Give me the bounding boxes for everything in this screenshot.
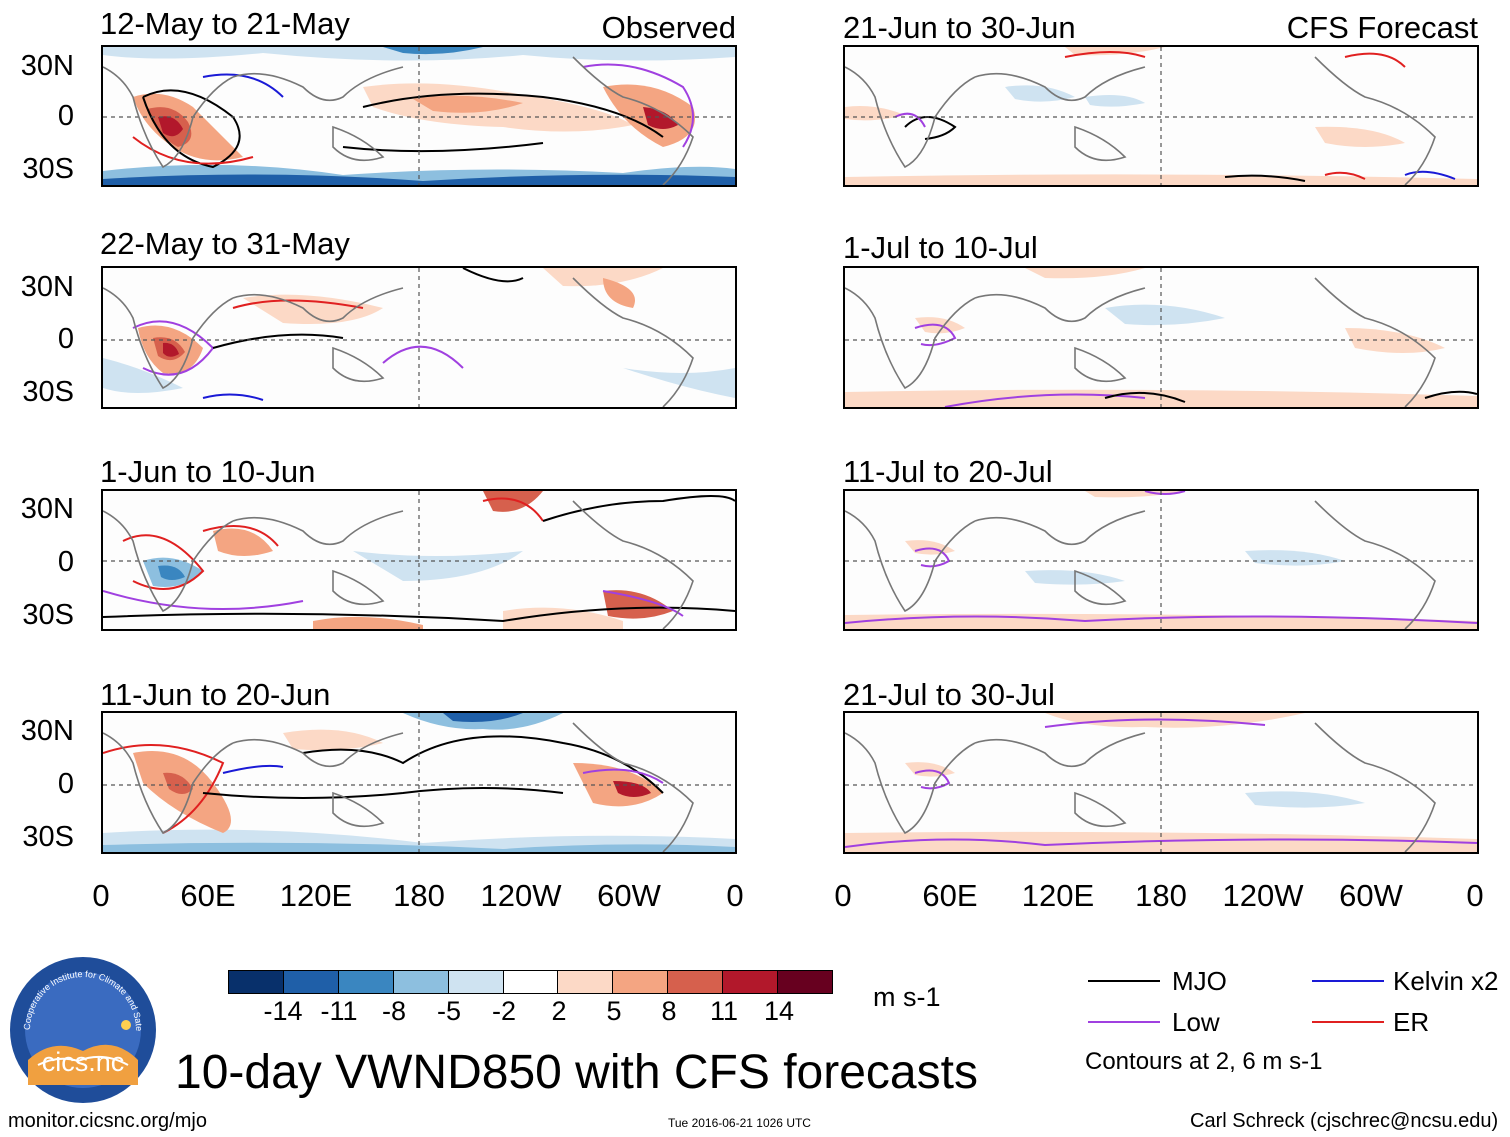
map-observed-1-graphic xyxy=(103,47,735,185)
lon-label: 0 xyxy=(726,878,744,913)
lon-label: 180 xyxy=(393,878,445,913)
colorbar-swatch xyxy=(558,971,614,993)
lon-label: 180 xyxy=(1135,878,1187,913)
logo-name: cics.nc xyxy=(42,1047,125,1077)
cics-nc-logo: Cooperative Institute for Climate and Sa… xyxy=(5,947,158,1105)
contour-note: Contours at 2, 6 m s-1 xyxy=(1085,1048,1323,1075)
map-observed-4 xyxy=(101,711,737,854)
cics-nc-logo-graphic: Cooperative Institute for Climate and Sa… xyxy=(5,947,156,1103)
map-forecast-2 xyxy=(843,266,1479,409)
colorbar-swatch xyxy=(778,971,832,993)
observed-column-label: Observed xyxy=(601,10,736,45)
map-observed-4-graphic xyxy=(103,713,735,852)
map-forecast-2-graphic xyxy=(845,268,1477,407)
panel-title-forecast-3: 11-Jul to 20-Jul xyxy=(843,454,1053,489)
colorbar-tick: 8 xyxy=(661,996,677,1026)
colorbar-units: m s-1 xyxy=(873,982,941,1012)
colorbar-swatch xyxy=(283,971,339,993)
lat-label-30s: 30S xyxy=(22,153,74,185)
lon-label: 60W xyxy=(1339,878,1403,913)
colorbar-swatch xyxy=(448,971,504,993)
lon-label: 0 xyxy=(92,878,110,913)
legend-line-kelvin xyxy=(1312,980,1384,982)
colorbar-swatch xyxy=(723,971,779,993)
colorbar-tick: -14 xyxy=(263,996,303,1026)
lat-label-30n: 30N xyxy=(20,271,74,303)
colorbar-swatch xyxy=(338,971,394,993)
lon-label: 120W xyxy=(480,878,562,913)
legend-line-er xyxy=(1312,1021,1384,1023)
lon-label: 120W xyxy=(1222,878,1304,913)
lon-label: 60W xyxy=(597,878,661,913)
colorbar-tick: -5 xyxy=(436,996,461,1026)
lat-label-30s: 30S xyxy=(22,376,74,408)
lat-label-eq: 0 xyxy=(57,100,74,132)
legend-label-er: ER xyxy=(1393,1007,1430,1037)
panel-title-forecast-4: 21-Jul to 30-Jul xyxy=(843,677,1055,712)
lon-label: 60E xyxy=(922,878,978,913)
forecast-column-label: CFS Forecast xyxy=(1286,10,1478,45)
map-forecast-3-graphic xyxy=(845,491,1477,629)
panel-title-observed-2: 22-May to 31-May xyxy=(100,226,350,261)
map-forecast-4-graphic xyxy=(845,713,1477,852)
map-forecast-3 xyxy=(843,489,1479,631)
map-observed-2 xyxy=(101,266,737,409)
colorbar-tick: 5 xyxy=(606,996,622,1026)
map-forecast-1-graphic xyxy=(845,47,1477,185)
map-observed-3-graphic xyxy=(103,491,735,629)
lon-label: 0 xyxy=(834,878,852,913)
lat-label-eq: 0 xyxy=(57,546,74,578)
colorbar-tick: 11 xyxy=(709,996,739,1026)
footer-timestamp: Tue 2016-06-21 1026 UTC xyxy=(668,1116,811,1130)
legend-label-kelvin: Kelvin x2 xyxy=(1393,966,1499,996)
lat-label-30n: 30N xyxy=(20,493,74,525)
colorbar-swatch xyxy=(668,971,724,993)
colorbar-tick: -11 xyxy=(320,996,358,1026)
panel-title-observed-3: 1-Jun to 10-Jun xyxy=(100,454,316,489)
lon-label: 120E xyxy=(279,878,353,913)
lon-label: 60E xyxy=(180,878,236,913)
footer-author: Carl Schreck (cjschrec@ncsu.edu) xyxy=(1190,1110,1499,1132)
colorbar-swatch xyxy=(393,971,449,993)
panel-title-observed-1: 12-May to 21-May xyxy=(100,6,350,41)
colorbar-swatch xyxy=(229,971,284,993)
lat-label-30s: 30S xyxy=(22,599,74,631)
map-forecast-4 xyxy=(843,711,1479,854)
panel-title-forecast-2: 1-Jul to 10-Jul xyxy=(843,230,1038,265)
panel-title-observed-4: 11-Jun to 20-Jun xyxy=(100,677,331,712)
lon-label: 0 xyxy=(1466,878,1484,913)
lat-label-30s: 30S xyxy=(22,821,74,853)
colorbar-tick: -2 xyxy=(491,996,516,1026)
legend-line-mjo xyxy=(1088,980,1160,982)
map-forecast-1 xyxy=(843,45,1479,187)
lon-label: 120E xyxy=(1021,878,1095,913)
lat-label-eq: 0 xyxy=(57,768,74,800)
colorbar-swatch xyxy=(503,971,559,993)
map-observed-3 xyxy=(101,489,737,631)
legend-label-mjo: MJO xyxy=(1172,966,1227,996)
colorbar-tick: -8 xyxy=(381,996,406,1026)
footer-url[interactable]: monitor.cicsnc.org/mjo xyxy=(8,1110,207,1132)
legend-label-low: Low xyxy=(1172,1007,1220,1037)
colorbar-swatch xyxy=(613,971,669,993)
figure-title: 10-day VWND850 with CFS forecasts xyxy=(175,1046,978,1099)
map-observed-1 xyxy=(101,45,737,187)
panel-title-forecast-1: 21-Jun to 30-Jun xyxy=(843,10,1076,45)
colorbar-tick: 2 xyxy=(551,996,567,1026)
map-observed-2-graphic xyxy=(103,268,735,407)
lat-label-eq: 0 xyxy=(57,323,74,355)
colorbar-tick: 14 xyxy=(763,996,795,1026)
lat-label-30n: 30N xyxy=(20,715,74,747)
legend-line-low xyxy=(1088,1021,1160,1023)
colorbar xyxy=(228,970,833,994)
lat-label-30n: 30N xyxy=(20,50,74,82)
